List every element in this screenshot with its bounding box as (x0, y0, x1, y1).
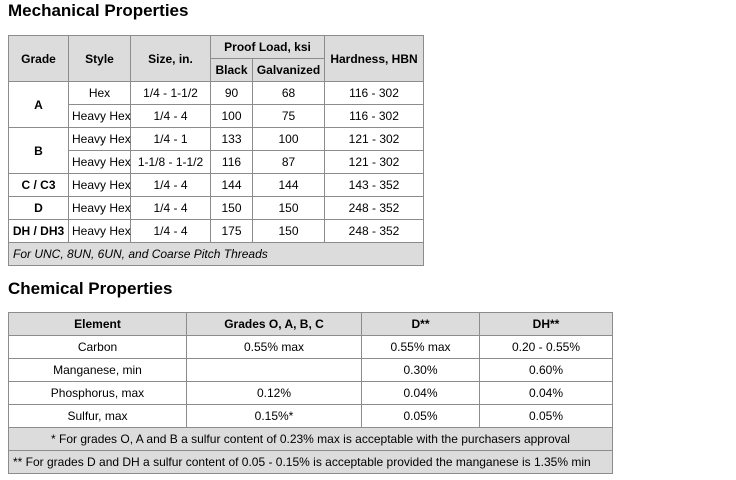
size-cell: 1-1/8 - 1-1/2 (130, 150, 211, 174)
dh-cell: 0.05% (479, 404, 613, 428)
hardness-cell: 121 - 302 (324, 127, 424, 151)
sulfur-dh-footnote: ** For grades D and DH a sulfur content … (8, 450, 613, 474)
oabc-cell: 0.55% max (186, 335, 362, 359)
style-cell: Heavy Hex (68, 196, 131, 220)
size-cell: 1/4 - 4 (130, 104, 211, 128)
table-row: Heavy Hex 1-1/8 - 1-1/2 116 87 121 - 302 (9, 150, 424, 174)
style-cell: Heavy Hex (68, 173, 131, 197)
grade-cell: C / C3 (8, 173, 69, 197)
galvanized-cell: 144 (252, 173, 325, 197)
table-row: B Heavy Hex 1/4 - 1 133 100 121 - 302 (8, 127, 424, 174)
hardness-cell: 116 - 302 (324, 81, 424, 105)
table-row: Phosphorus, max 0.12% 0.04% 0.04% (8, 381, 613, 405)
style-cell: Heavy Hex (68, 219, 131, 243)
style-cell: Heavy Hex (68, 104, 131, 128)
style-cell: Hex (68, 81, 131, 105)
header-proof-load: Proof Load, ksi (210, 35, 325, 59)
size-cell: 1/4 - 4 (130, 196, 211, 220)
black-cell: 175 (210, 219, 253, 243)
threads-note: For UNC, 8UN, 6UN, and Coarse Pitch Thre… (8, 242, 424, 266)
galvanized-cell: 75 (252, 104, 325, 128)
header-galvanized: Galvanized (252, 58, 325, 82)
hardness-cell: 143 - 352 (324, 173, 424, 197)
element-cell: Carbon (8, 335, 187, 359)
dh-cell: 0.20 - 0.55% (479, 335, 613, 359)
galvanized-cell: 150 (252, 219, 325, 243)
grade-cell: B (8, 127, 69, 174)
header-hardness: Hardness, HBN (324, 35, 424, 82)
size-cell: 1/4 - 1 (130, 127, 211, 151)
galvanized-cell: 150 (252, 196, 325, 220)
header-grade: Grade (8, 35, 69, 82)
d-cell: 0.30% (361, 358, 480, 382)
black-cell: 90 (210, 81, 253, 105)
hardness-cell: 248 - 352 (324, 196, 424, 220)
header-grades-oabc: Grades O, A, B, C (186, 312, 362, 336)
hardness-cell: 121 - 302 (324, 150, 424, 174)
table-row: Carbon 0.55% max 0.55% max 0.20 - 0.55% (8, 335, 613, 359)
black-cell: 100 (210, 104, 253, 128)
mechanical-properties-title: Mechanical Properties (8, 1, 189, 20)
style-cell: Heavy Hex (68, 150, 131, 174)
black-cell: 150 (210, 196, 253, 220)
black-cell: 133 (210, 127, 253, 151)
grade-cell: D (8, 196, 69, 220)
header-size: Size, in. (130, 35, 211, 82)
style-cell: Heavy Hex (68, 127, 131, 151)
table-row: C / C3 Heavy Hex 1/4 - 4 144 144 143 - 3… (8, 173, 424, 197)
galvanized-cell: 87 (252, 150, 325, 174)
element-cell: Manganese, min (8, 358, 187, 382)
header-d: D** (361, 312, 480, 336)
hardness-cell: 116 - 302 (324, 104, 424, 128)
d-cell: 0.05% (361, 404, 480, 428)
black-cell: 116 (210, 150, 253, 174)
header-black: Black (210, 58, 253, 82)
hardness-cell: 248 - 352 (324, 219, 424, 243)
dh-cell: 0.60% (479, 358, 613, 382)
element-cell: Phosphorus, max (8, 381, 187, 405)
table-row: Manganese, min 0.30% 0.60% (8, 358, 613, 382)
table-row: Heavy Hex 1/4 - 4 100 75 116 - 302 (9, 104, 424, 128)
sulfur-footnote: * For grades O, A and B a sulfur content… (8, 427, 613, 451)
header-style: Style (68, 35, 131, 82)
size-cell: 1/4 - 1-1/2 (130, 81, 211, 105)
size-cell: 1/4 - 4 (130, 173, 211, 197)
chemical-properties-table: Element Grades O, A, B, C D** DH** Carbo… (8, 312, 613, 474)
d-cell: 0.55% max (361, 335, 480, 359)
table-row: A Hex 1/4 - 1-1/2 90 68 116 - 302 (8, 81, 424, 128)
mechanical-properties-table: Grade Style Size, in. Proof Load, ksi Ha… (8, 35, 424, 266)
table-row: Sulfur, max 0.15%* 0.05% 0.05% (8, 404, 613, 428)
chemical-properties-title: Chemical Properties (8, 279, 173, 298)
oabc-cell: 0.12% (186, 381, 362, 405)
element-cell: Sulfur, max (8, 404, 187, 428)
d-cell: 0.04% (361, 381, 480, 405)
table-row: DH / DH3 Heavy Hex 1/4 - 4 175 150 248 -… (8, 219, 424, 243)
table-row: D Heavy Hex 1/4 - 4 150 150 248 - 352 (8, 196, 424, 220)
galvanized-cell: 100 (252, 127, 325, 151)
oabc-cell: 0.15%* (186, 404, 362, 428)
grade-cell: DH / DH3 (8, 219, 69, 243)
dh-cell: 0.04% (479, 381, 613, 405)
grade-cell: A (8, 81, 69, 128)
black-cell: 144 (210, 173, 253, 197)
header-element: Element (8, 312, 187, 336)
oabc-cell (186, 358, 362, 382)
header-dh: DH** (479, 312, 613, 336)
size-cell: 1/4 - 4 (130, 219, 211, 243)
galvanized-cell: 68 (252, 81, 325, 105)
